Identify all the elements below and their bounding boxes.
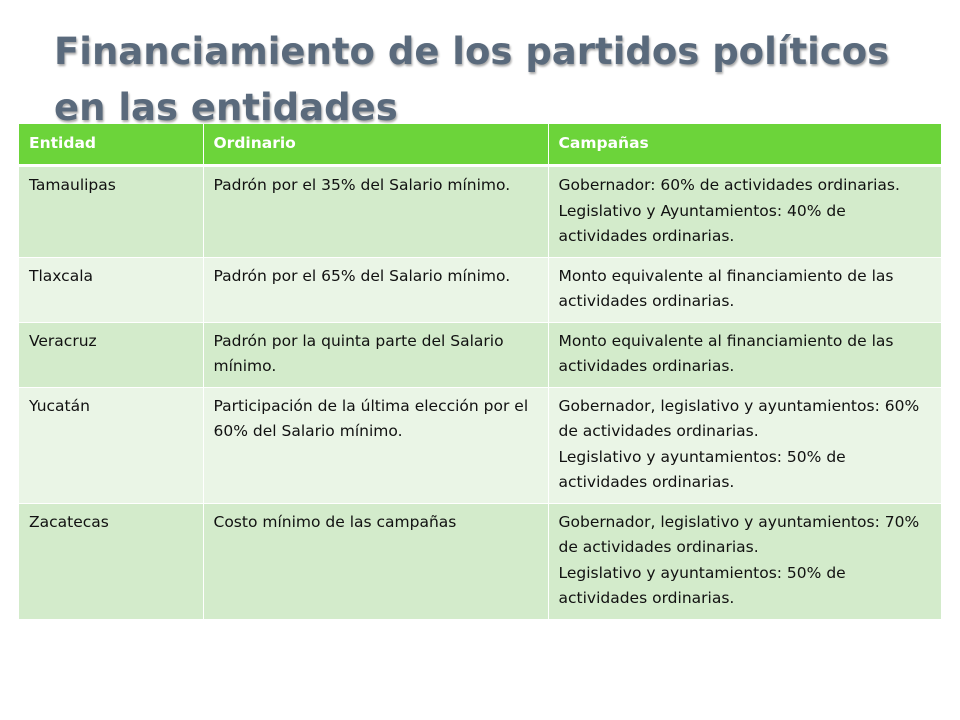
financing-table: Entidad Ordinario Campañas Tamaulipas Pa…: [19, 124, 941, 620]
campanas-line: Monto equivalente al financiamiento de l…: [558, 331, 894, 376]
cell-entidad: Tamaulipas: [19, 165, 204, 258]
header-ordinario: Ordinario: [203, 124, 549, 167]
table-row: Veracruz Padrón por la quinta parte del …: [19, 322, 941, 388]
campanas-line: Legislativo y ayuntamientos: 50% de acti…: [558, 563, 846, 608]
cell-entidad: Yucatán: [19, 387, 204, 504]
campanas-line: Legislativo y ayuntamientos: 50% de acti…: [558, 447, 846, 492]
table-row: Zacatecas Costo mínimo de las campañas G…: [19, 503, 941, 620]
slide-title-line-2: en las entidades: [54, 86, 398, 129]
table-header-row: Entidad Ordinario Campañas: [19, 124, 941, 167]
cell-campanas: Gobernador, legislativo y ayuntamientos:…: [548, 387, 941, 504]
cell-ordinario: Padrón por la quinta parte del Salario m…: [203, 322, 549, 388]
campanas-line: Gobernador: 60% de actividades ordinaria…: [558, 176, 900, 194]
table-row: Yucatán Participación de la última elecc…: [19, 387, 941, 504]
table-row: Tamaulipas Padrón por el 35% del Salario…: [19, 165, 941, 258]
cell-ordinario: Participación de la última elección por …: [203, 387, 549, 504]
cell-campanas: Gobernador: 60% de actividades ordinaria…: [548, 165, 941, 258]
cell-entidad: Zacatecas: [19, 503, 204, 620]
cell-campanas: Gobernador, legislativo y ayuntamientos:…: [548, 503, 941, 620]
header-campanas: Campañas: [548, 124, 941, 167]
cell-ordinario: Costo mínimo de las campañas: [203, 503, 549, 620]
cell-campanas: Monto equivalente al financiamiento de l…: [548, 322, 941, 388]
cell-campanas: Monto equivalente al financiamiento de l…: [548, 257, 941, 323]
cell-ordinario: Padrón por el 35% del Salario mínimo.: [203, 165, 549, 258]
campanas-line: Legislativo y Ayuntamientos: 40% de acti…: [558, 201, 846, 246]
campanas-line: Gobernador, legislativo y ayuntamientos:…: [558, 396, 920, 441]
cell-entidad: Veracruz: [19, 322, 204, 388]
header-entidad: Entidad: [19, 124, 204, 167]
campanas-line: Gobernador, legislativo y ayuntamientos:…: [558, 512, 920, 557]
campanas-line: Monto equivalente al financiamiento de l…: [558, 266, 894, 311]
cell-ordinario: Padrón por el 65% del Salario mínimo.: [203, 257, 549, 323]
slide-title-line-1: Financiamiento de los partidos políticos: [54, 30, 890, 73]
table-row: Tlaxcala Padrón por el 65% del Salario m…: [19, 257, 941, 323]
slide-title: Financiamiento de los partidos políticos…: [54, 24, 934, 136]
cell-entidad: Tlaxcala: [19, 257, 204, 323]
